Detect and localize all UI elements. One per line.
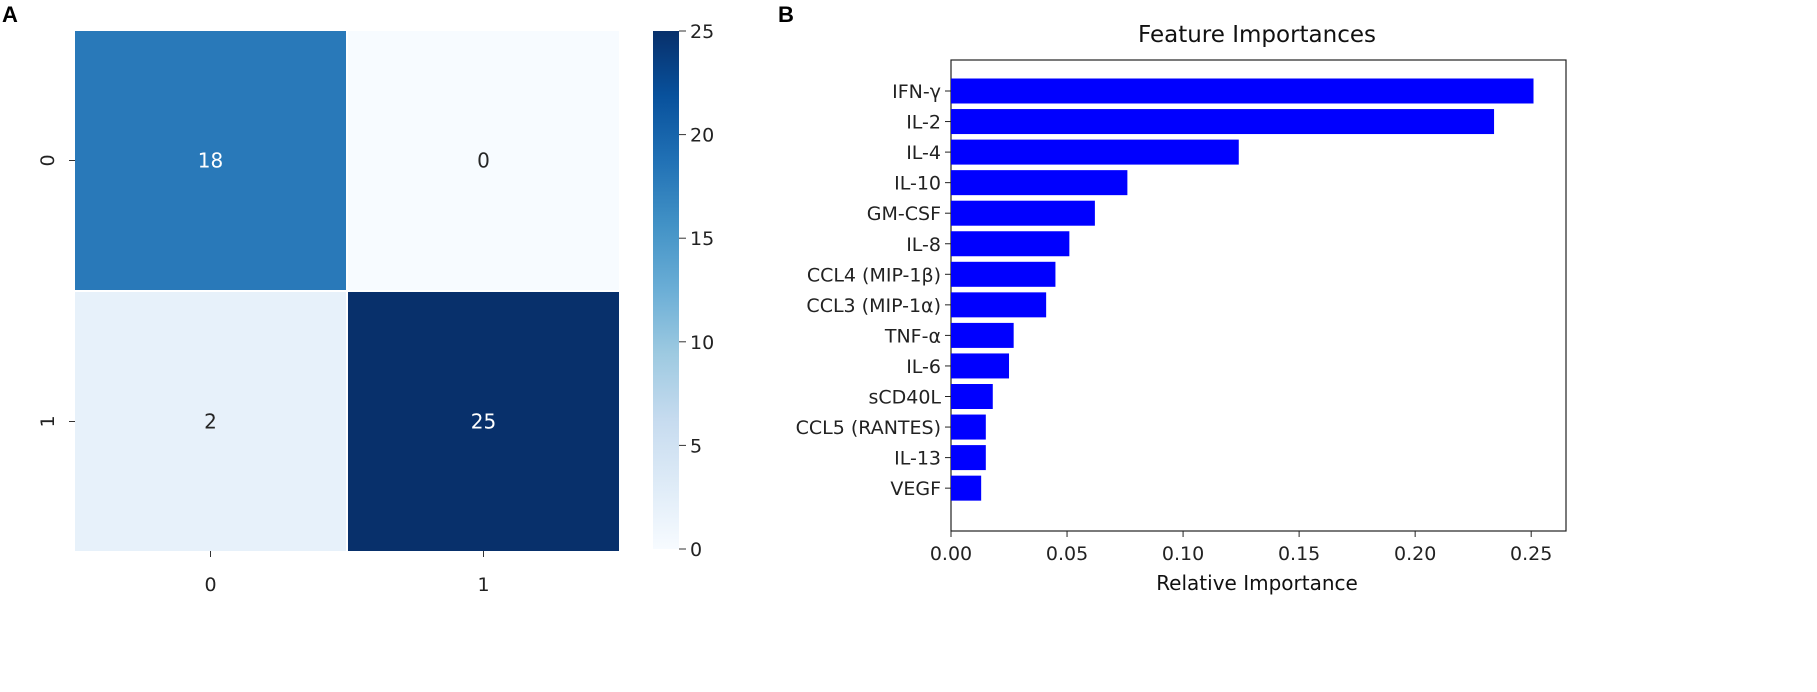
bar <box>951 109 1495 135</box>
bar <box>951 475 982 501</box>
y-tick-label: IL-13 <box>894 448 941 470</box>
y-tick-label: IL-6 <box>906 356 941 378</box>
y-tick-label: 1 <box>37 415 59 427</box>
colorbar-tick-label: 15 <box>690 228 714 250</box>
heatmap-cell <box>75 31 346 290</box>
bar <box>951 445 986 471</box>
y-tick-label: IL-2 <box>906 112 941 134</box>
y-tick-label: 0 <box>37 154 59 166</box>
y-tick-label: GM-CSF <box>867 203 941 225</box>
colorbar-tick-label: 25 <box>690 21 714 43</box>
bar <box>951 78 1534 104</box>
x-tick-label: 0.25 <box>1510 543 1552 565</box>
bar <box>951 414 986 440</box>
bar <box>951 384 993 409</box>
x-tick-label: 0.15 <box>1278 543 1320 565</box>
y-tick-label: sCD40L <box>868 387 941 409</box>
x-tick-label: 0.00 <box>930 543 972 565</box>
bar <box>951 353 1010 379</box>
panel-label-a: A <box>2 2 18 27</box>
x-axis-label: Relative Importance <box>1156 571 1358 595</box>
bar <box>951 170 1128 196</box>
y-tick-label: CCL4 (MIP-1β) <box>807 264 941 286</box>
chart-title: Feature Importances <box>1138 22 1376 48</box>
colorbar-tick-label: 10 <box>690 332 714 354</box>
feature-importance-bar-chart: IFN-γ IL-2 IL-4 IL-10 GM-CSF IL-8 CCL4 (MIP-1β… <box>796 59 1567 565</box>
confusion-matrix-heatmap: 18 0 2 25 0 1 0 1 <box>37 31 619 596</box>
colorbar-gradient <box>653 31 679 549</box>
panel-label-b: B <box>778 2 794 27</box>
y-tick-label: IL-10 <box>894 173 941 195</box>
heatmap-cell-value: 18 <box>198 149 223 173</box>
heatmap-cell-value: 0 <box>477 149 490 173</box>
y-tick-label: IFN-γ <box>892 81 941 103</box>
y-tick-label: CCL3 (MIP-1α) <box>806 295 941 317</box>
bar <box>951 231 1070 257</box>
x-tick-label: 1 <box>477 574 489 596</box>
y-tick-label: IL-4 <box>906 142 941 164</box>
x-tick-label: 0.20 <box>1394 543 1436 565</box>
heatmap-cell-value: 25 <box>471 410 496 434</box>
heatmap-cell <box>348 31 619 290</box>
heatmap-cell <box>75 292 346 551</box>
bar <box>951 322 1014 348</box>
bar <box>951 139 1239 165</box>
y-tick-label: VEGF <box>890 478 941 500</box>
x-tick-label: 0.10 <box>1162 543 1204 565</box>
y-tick-label: IL-8 <box>906 234 941 256</box>
y-tick-label: TNF-α <box>884 325 941 347</box>
bar <box>951 292 1047 318</box>
x-tick-label: 0 <box>204 574 216 596</box>
heatmap-cell <box>348 292 619 551</box>
x-tick-label: 0.05 <box>1046 543 1088 565</box>
colorbar-tick-label: 0 <box>690 539 702 561</box>
bar <box>951 200 1095 226</box>
heatmap-cell-value: 2 <box>204 410 217 434</box>
colorbar-tick-label: 20 <box>690 125 714 147</box>
bar <box>951 261 1056 287</box>
colorbar: 0 5 10 15 20 25 <box>653 21 714 561</box>
y-tick-label: CCL5 (RANTES) <box>796 417 941 439</box>
colorbar-tick-label: 5 <box>690 435 702 457</box>
